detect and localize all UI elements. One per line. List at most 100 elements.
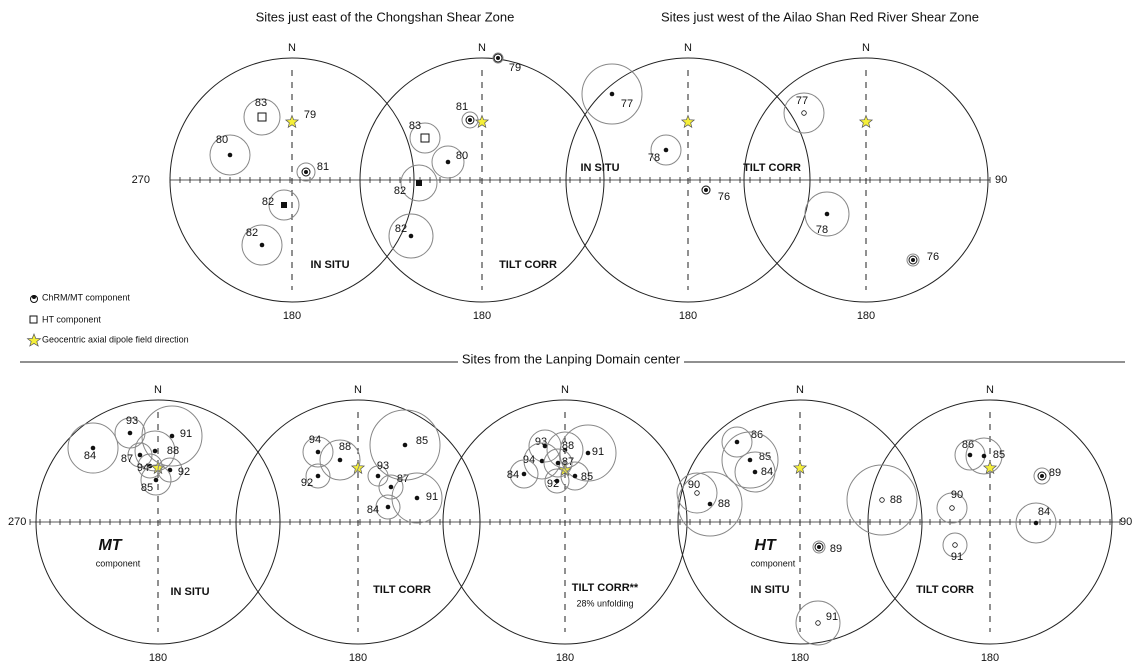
site-mean — [663, 147, 669, 153]
site-label: 81 — [456, 101, 468, 113]
site-label: 88 — [718, 498, 730, 510]
confidence-circle — [560, 461, 590, 491]
axis-label: 90 — [1120, 516, 1132, 528]
confidence-circle — [492, 52, 504, 64]
net-label: TILT CORR — [916, 584, 974, 596]
north-label: N — [862, 42, 870, 54]
legend-symbol — [29, 315, 38, 324]
confidence-circle — [906, 253, 920, 267]
confidence-circle — [296, 162, 316, 182]
site-mean — [127, 430, 133, 436]
site-mean — [879, 497, 885, 503]
site-label: 82 — [246, 227, 258, 239]
site-mean — [385, 504, 391, 510]
site-mean — [388, 484, 394, 490]
site-label: 94 — [309, 434, 321, 446]
south-label: 180 — [556, 652, 574, 664]
confidence-circle — [1033, 467, 1051, 485]
site-mean — [542, 443, 548, 449]
site-mean — [554, 478, 560, 484]
confidence-circle — [241, 224, 283, 266]
site-mean — [496, 56, 500, 60]
site-mean — [911, 258, 915, 262]
site-mean — [747, 457, 753, 463]
site-label: 79 — [304, 109, 316, 121]
gad-star — [982, 460, 998, 475]
site-mean — [949, 505, 955, 511]
confidence-circle — [543, 448, 573, 478]
confidence-circle — [546, 431, 584, 469]
confidence-circle — [721, 426, 753, 458]
confidence-circle — [721, 431, 779, 489]
site-mean-ht — [420, 133, 430, 143]
site-mean — [337, 457, 343, 463]
net-label: TILT CORR — [373, 584, 431, 596]
site-mean — [408, 233, 414, 239]
confidence-circle — [391, 472, 443, 524]
confidence-circle — [1015, 502, 1057, 544]
gad-star — [792, 460, 808, 475]
site-mean — [375, 473, 381, 479]
site-mean — [521, 471, 527, 477]
legend-symbol — [32, 295, 36, 299]
site-label: 88 — [339, 441, 351, 453]
site-label: 85 — [993, 449, 1005, 461]
site-mean — [555, 460, 561, 466]
legend-text: Geocentric axial dipole field direction — [42, 334, 189, 344]
confidence-circle — [461, 111, 479, 129]
site-label: 78 — [816, 224, 828, 236]
axis-label: 270 — [8, 516, 26, 528]
site-mean — [1040, 474, 1044, 478]
title: Sites just west of the Ailao Shan Red Ri… — [661, 9, 979, 24]
site-label: 76 — [718, 191, 730, 203]
confidence-circle — [378, 474, 404, 500]
site-mean — [137, 452, 143, 458]
confidence-circle — [509, 459, 539, 489]
site-label: 79 — [509, 62, 521, 74]
site-mean — [734, 439, 740, 445]
south-label: 180 — [981, 652, 999, 664]
site-label: 88 — [562, 440, 574, 452]
site-mean — [402, 442, 408, 448]
confidence-circle — [650, 134, 682, 166]
component: HT — [754, 537, 777, 554]
legend-symbol — [26, 333, 42, 347]
site-mean — [153, 477, 159, 483]
confidence-circle — [812, 540, 826, 554]
site-mean — [315, 473, 321, 479]
south-label: 180 — [149, 652, 167, 664]
net — [359, 57, 605, 303]
net-label: IN SITU — [750, 584, 789, 596]
site-mean — [585, 450, 591, 456]
component: MT — [98, 537, 122, 554]
gad-star — [350, 460, 366, 475]
site-mean — [707, 501, 713, 507]
confidence-circle — [140, 464, 172, 496]
site-label: 85 — [416, 435, 428, 447]
site-label: 83 — [255, 97, 267, 109]
site-label: 82 — [395, 223, 407, 235]
north-label: N — [684, 42, 692, 54]
gad-star — [474, 114, 490, 129]
confidence-circle — [581, 63, 643, 125]
site-label: 77 — [796, 95, 808, 107]
site-mean-ht — [416, 180, 422, 186]
site-label: 92 — [178, 466, 190, 478]
site-mean — [752, 469, 758, 475]
net — [235, 399, 481, 645]
site-label: 91 — [180, 428, 192, 440]
north-label: N — [986, 384, 994, 396]
north-label: N — [796, 384, 804, 396]
confidence-circle — [305, 463, 331, 489]
site-label: 92 — [547, 478, 559, 490]
confidence-circle — [846, 464, 918, 536]
confidence-circle — [544, 468, 570, 494]
confidence-circle — [734, 451, 776, 493]
site-label: 94 — [137, 462, 149, 474]
net — [867, 399, 1113, 645]
confidence-circle — [243, 98, 281, 136]
confidence-circle — [268, 189, 300, 221]
net-note: 28% unfolding — [576, 598, 633, 608]
confidence-circle — [375, 494, 401, 520]
site-label: 85 — [759, 451, 771, 463]
